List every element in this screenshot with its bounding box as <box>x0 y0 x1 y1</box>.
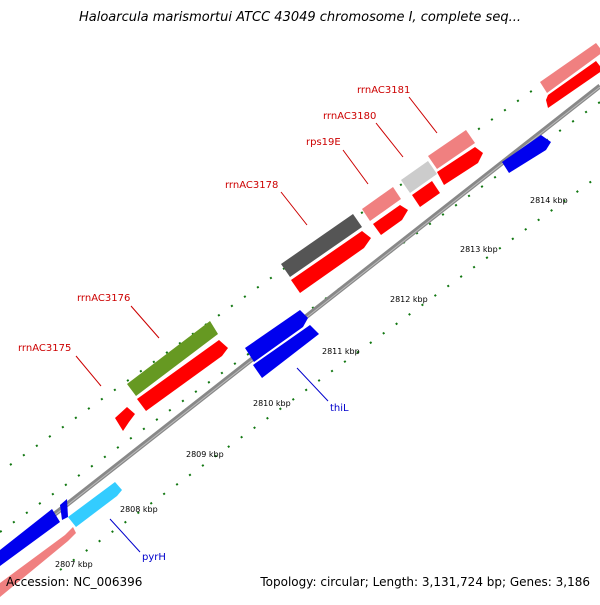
gene-red-rrnAC3180[interactable] <box>412 181 440 207</box>
label-rrnAC3181[interactable]: rrnAC3181 <box>357 85 410 96</box>
tick-label-2813: 2813 kbp <box>460 245 498 254</box>
tick-labels: 2807 kbp 2808 kbp 2809 kbp 2810 kbp 2811… <box>55 196 568 569</box>
label-rrnAC3178[interactable]: rrnAC3178 <box>225 180 278 191</box>
gene-cyan-pyrH[interactable] <box>68 482 122 527</box>
map-title: Haloarcula marismortui ATCC 43049 chromo… <box>79 10 521 25</box>
genes <box>0 43 600 597</box>
gene-blue-thiL[interactable] <box>253 325 319 378</box>
gene-pink-rrnAC3181[interactable] <box>428 130 475 169</box>
tick-label-2807: 2807 kbp <box>55 560 93 569</box>
dotted-guides <box>0 41 600 571</box>
tick-label-2814: 2814 kbp <box>530 196 568 205</box>
leader-pyrH <box>109 518 141 553</box>
label-pyrH[interactable]: pyrH <box>142 552 166 563</box>
gene-blue-2807[interactable] <box>0 509 60 566</box>
gene-red-rrnAC3181[interactable] <box>437 147 483 185</box>
leader-rrnAC3180 <box>375 122 404 158</box>
leader-thiL <box>296 367 329 402</box>
topology-text: Topology: circular; Length: 3,131,724 bp… <box>260 575 590 589</box>
gene-lightgray-rrnAC3180[interactable] <box>401 161 437 193</box>
gene-red-rrnAC3175[interactable] <box>115 407 135 431</box>
gene-pink-rps19E[interactable] <box>362 187 401 221</box>
label-rrnAC3180[interactable]: rrnAC3180 <box>323 111 376 122</box>
gene-blue-pyrH-edge[interactable] <box>60 499 68 520</box>
tick-label-2810: 2810 kbp <box>253 399 291 408</box>
gene-darkgray-rrnAC3178[interactable] <box>281 214 362 277</box>
gene-blue-2811a[interactable] <box>245 310 308 362</box>
leader-rrnAC3176 <box>130 305 160 339</box>
leader-rrnAC3181 <box>408 96 438 134</box>
gene-blue-2814[interactable] <box>502 135 551 173</box>
tick-label-2811: 2811 kbp <box>322 347 360 356</box>
gene-pink-topright[interactable] <box>540 43 600 93</box>
tick-label-2812: 2812 kbp <box>390 295 428 304</box>
gene-olive-rrnAC3176[interactable] <box>127 321 218 396</box>
tick-label-2808: 2808 kbp <box>120 505 158 514</box>
gene-red-rps19E[interactable] <box>373 205 408 235</box>
accession-text: Accession: NC_006396 <box>6 575 143 589</box>
gene-red-topright[interactable] <box>546 61 600 108</box>
leader-lines <box>75 96 438 553</box>
leader-rrnAC3175 <box>75 355 102 387</box>
label-thiL[interactable]: thiL <box>330 403 349 414</box>
label-rrnAC3176[interactable]: rrnAC3176 <box>77 293 130 304</box>
gene-red-rrnAC3176[interactable] <box>137 340 228 411</box>
tick-label-2809: 2809 kbp <box>186 450 224 459</box>
leader-rrnAC3178 <box>280 191 308 226</box>
gene-labels: rrnAC3175 rrnAC3176 rrnAC3178 rps19E rrn… <box>18 85 410 563</box>
leader-rps19E <box>342 149 369 185</box>
gene-pink-2807[interactable] <box>0 527 76 597</box>
gene-red-rrnAC3178[interactable] <box>291 231 371 293</box>
label-rrnAC3175[interactable]: rrnAC3175 <box>18 343 71 354</box>
label-rps19E[interactable]: rps19E <box>306 137 341 148</box>
